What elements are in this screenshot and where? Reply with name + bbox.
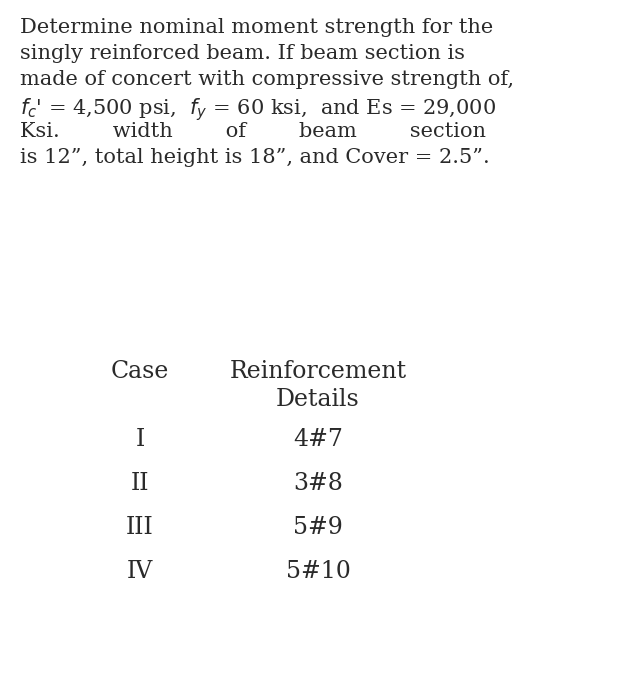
Text: Reinforcement: Reinforcement [229, 360, 406, 383]
Text: 5#9: 5#9 [293, 516, 343, 539]
Text: Case: Case [111, 360, 169, 383]
Text: IV: IV [127, 560, 153, 583]
Text: II: II [131, 472, 149, 495]
Text: made of concert with compressive strength of,: made of concert with compressive strengt… [20, 70, 514, 89]
Text: is 12”, total height is 18”, and Cover = 2.5”.: is 12”, total height is 18”, and Cover =… [20, 148, 490, 167]
Text: Details: Details [276, 388, 360, 411]
Text: I: I [135, 428, 145, 451]
Text: singly reinforced beam. If beam section is: singly reinforced beam. If beam section … [20, 44, 465, 63]
Text: Ksi.        width        of        beam        section: Ksi. width of beam section [20, 122, 486, 141]
Text: $f_c$' = 4,500 psi,  $f_y$ = 60 ksi,  and Es = 29,000: $f_c$' = 4,500 psi, $f_y$ = 60 ksi, and … [20, 96, 496, 122]
Text: 3#8: 3#8 [293, 472, 343, 495]
Text: 5#10: 5#10 [286, 560, 351, 583]
Text: 4#7: 4#7 [293, 428, 343, 451]
Text: III: III [126, 516, 154, 539]
Text: Determine nominal moment strength for the: Determine nominal moment strength for th… [20, 18, 493, 37]
